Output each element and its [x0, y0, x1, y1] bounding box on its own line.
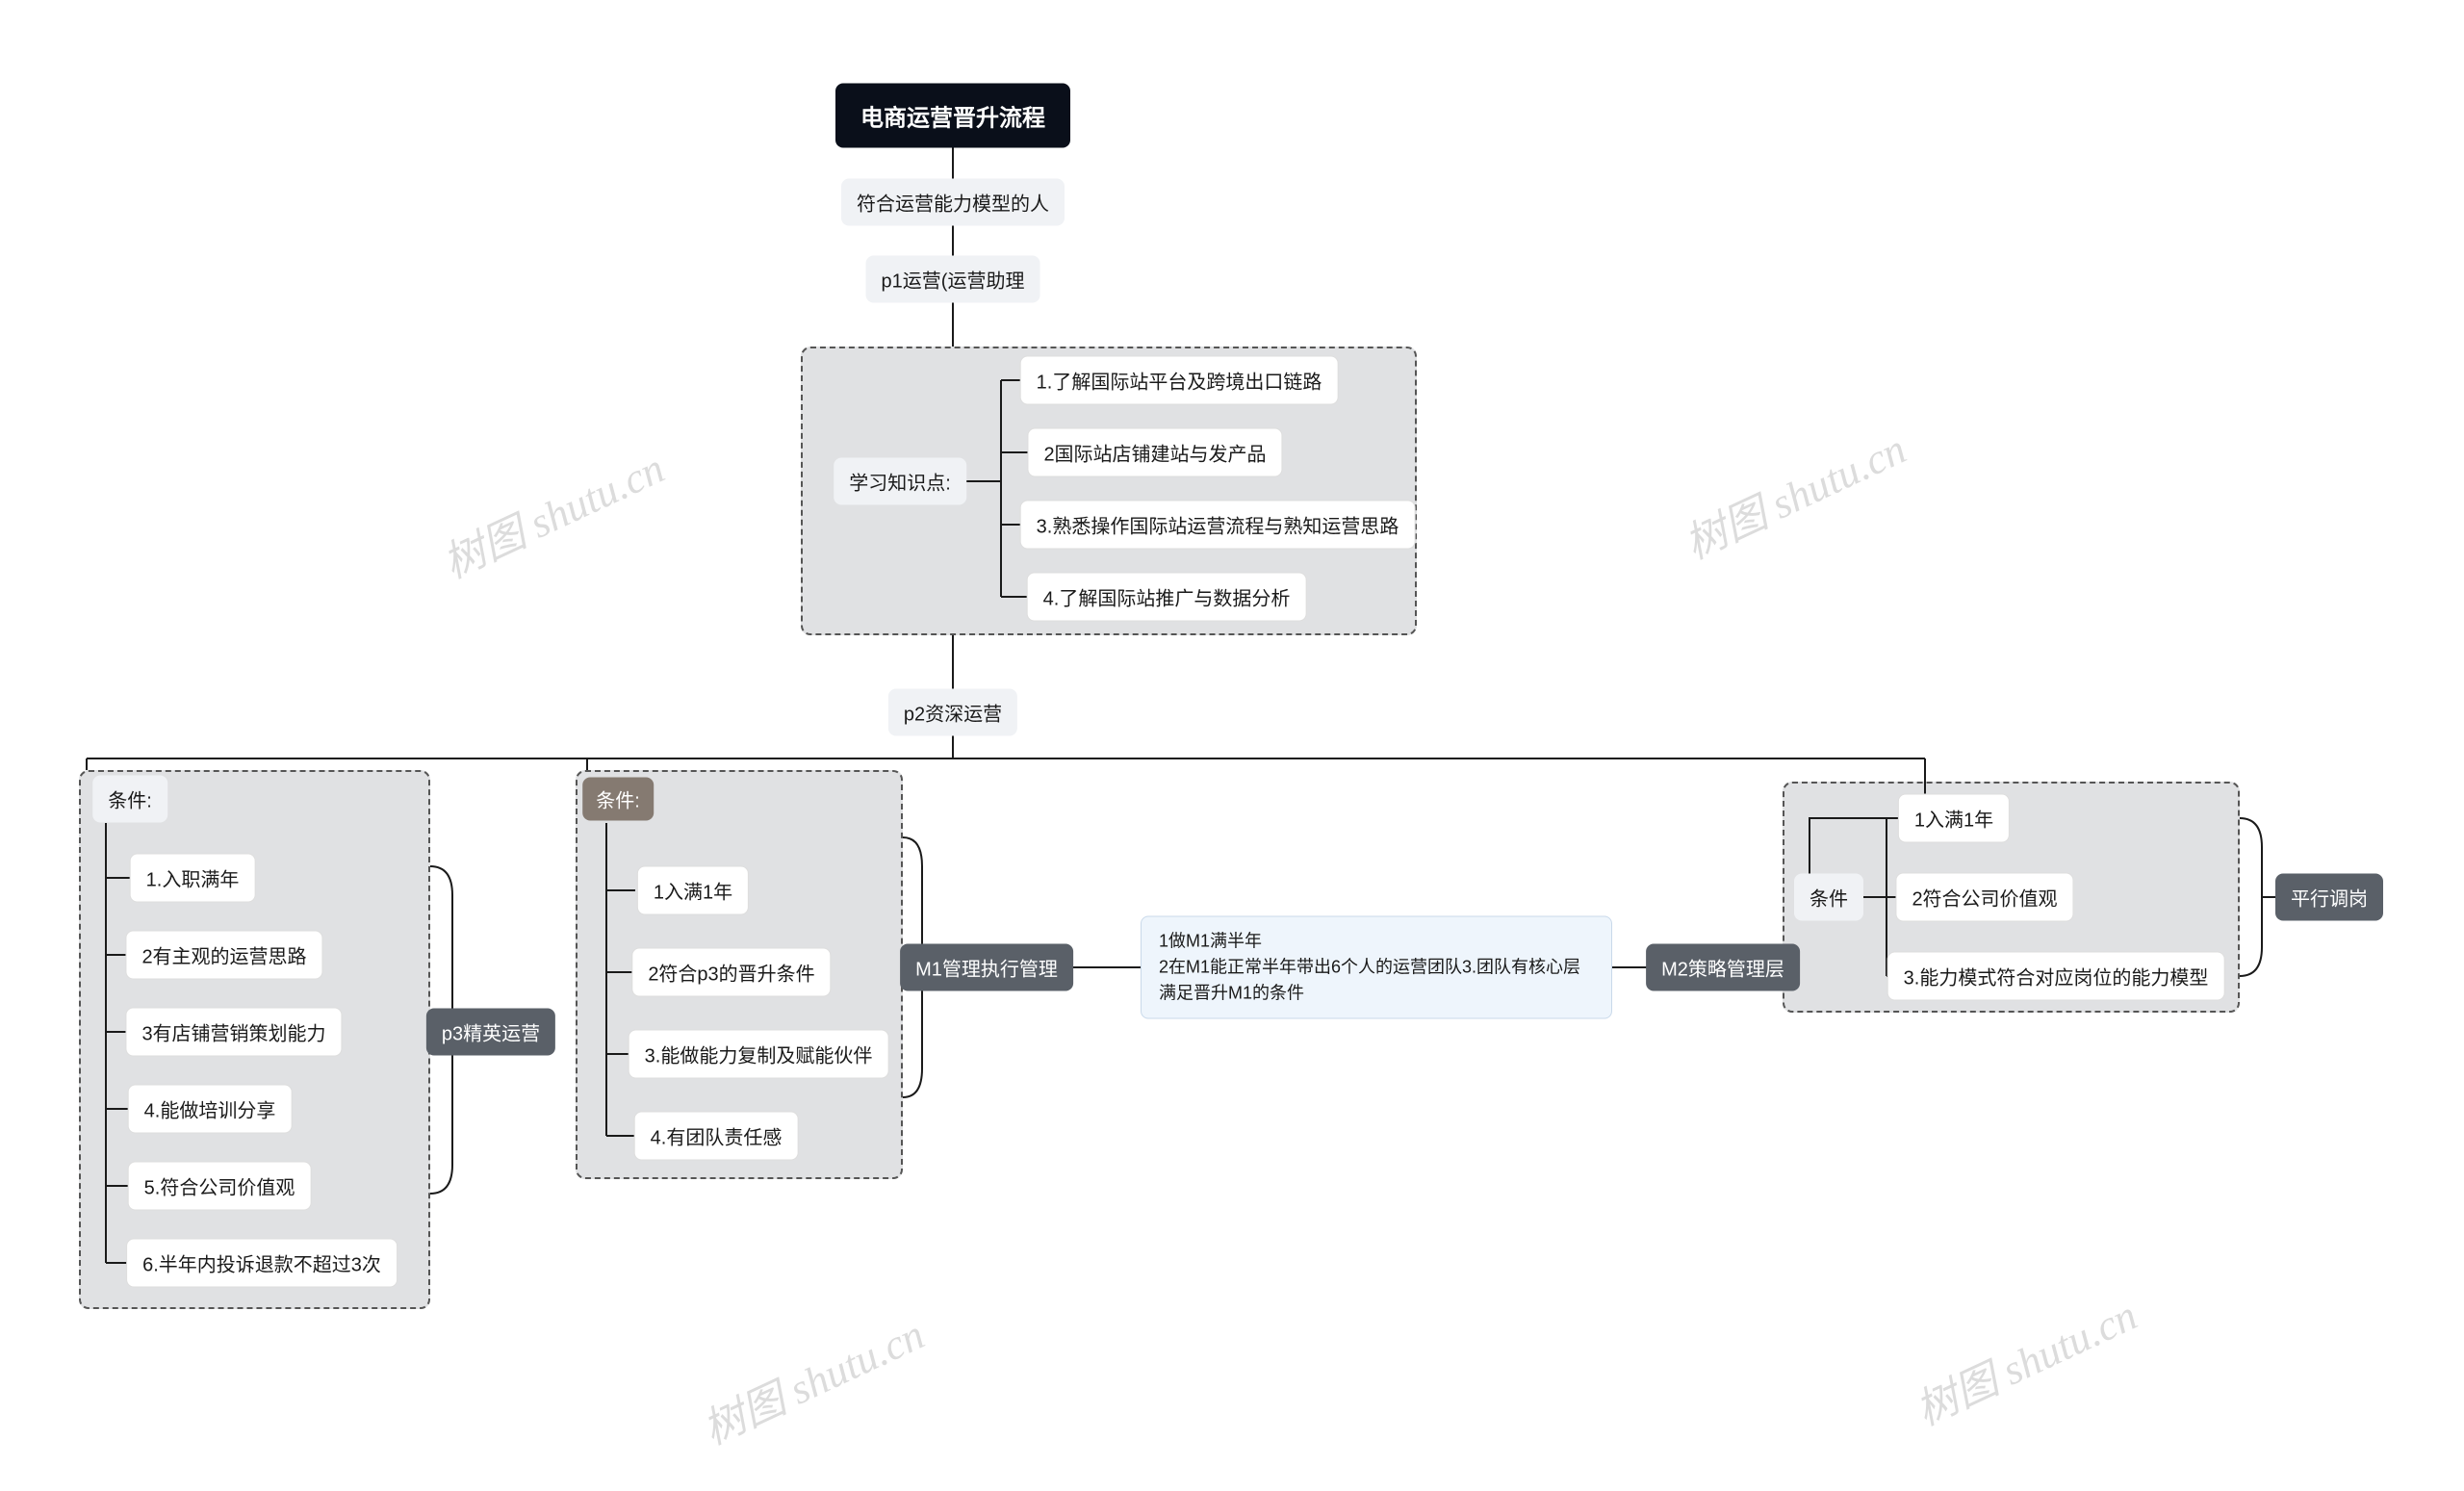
node-p2: p2资深运营 [888, 689, 1017, 736]
diagram-canvas: 树图 shutu.cn 树图 shutu.cn 树图 shutu.cn 树图 s… [0, 0, 2464, 1491]
node-c1-6: 6.半年内投诉退款不超过3次 [126, 1239, 398, 1288]
node-c1-5: 5.符合公司价值观 [128, 1162, 312, 1211]
watermark: 树图 shutu.cn [1673, 415, 1914, 571]
connector-layer [0, 0, 289, 144]
node-level1: 符合运营能力模型的人 [841, 179, 1065, 226]
node-root: 电商运营晋升流程 [835, 84, 1070, 148]
watermark: 树图 shutu.cn [1904, 1281, 2145, 1437]
node-c2-header: 条件: [582, 778, 654, 821]
node-learn-2: 2国际站店铺建站与发产品 [1027, 428, 1282, 477]
node-c2-4: 4.有团队责任感 [634, 1112, 799, 1161]
node-c2-3: 3.能做能力复制及赋能伙伴 [629, 1030, 889, 1079]
node-learn-4: 4.了解国际站推广与数据分析 [1027, 573, 1307, 622]
watermark: 树图 shutu.cn [431, 434, 673, 590]
node-c2-1: 1入满1年 [637, 866, 749, 915]
node-c3-header: 条件 [1794, 874, 1863, 921]
node-c3-2: 2符合公司价值观 [1895, 873, 2073, 922]
node-learn-header: 学习知识点: [834, 458, 966, 505]
node-learn-3: 3.熟悉操作国际站运营流程与熟知运营思路 [1020, 501, 1416, 550]
node-parallel: 平行调岗 [2275, 874, 2383, 921]
node-learn-1: 1.了解国际站平台及跨境出口链路 [1020, 356, 1339, 405]
node-p1: p1运营(运营助理 [866, 256, 1040, 303]
node-c3-3: 3.能力模式符合对应岗位的能力模型 [1887, 952, 2225, 1001]
node-m2: M2策略管理层 [1646, 944, 1800, 991]
node-m1: M1管理执行管理 [900, 944, 1073, 991]
node-c1-1: 1.入职满年 [130, 854, 256, 903]
watermark: 树图 shutu.cn [691, 1300, 933, 1456]
node-c1-header: 条件: [92, 776, 167, 823]
node-c3-1: 1入满1年 [1898, 794, 2010, 843]
node-c1-2: 2有主观的运营思路 [125, 931, 322, 980]
node-c1-3: 3有店铺营销策划能力 [125, 1008, 342, 1057]
node-c2-2: 2符合p3的晋升条件 [631, 948, 831, 997]
node-c1-4: 4.能做培训分享 [128, 1085, 293, 1134]
node-p3: p3精英运营 [426, 1009, 555, 1056]
node-m1-info: 1做M1满半年2在M1能正常半年带出6个人的运营团队3.团队有核心层满足晋升M1… [1141, 916, 1612, 1019]
